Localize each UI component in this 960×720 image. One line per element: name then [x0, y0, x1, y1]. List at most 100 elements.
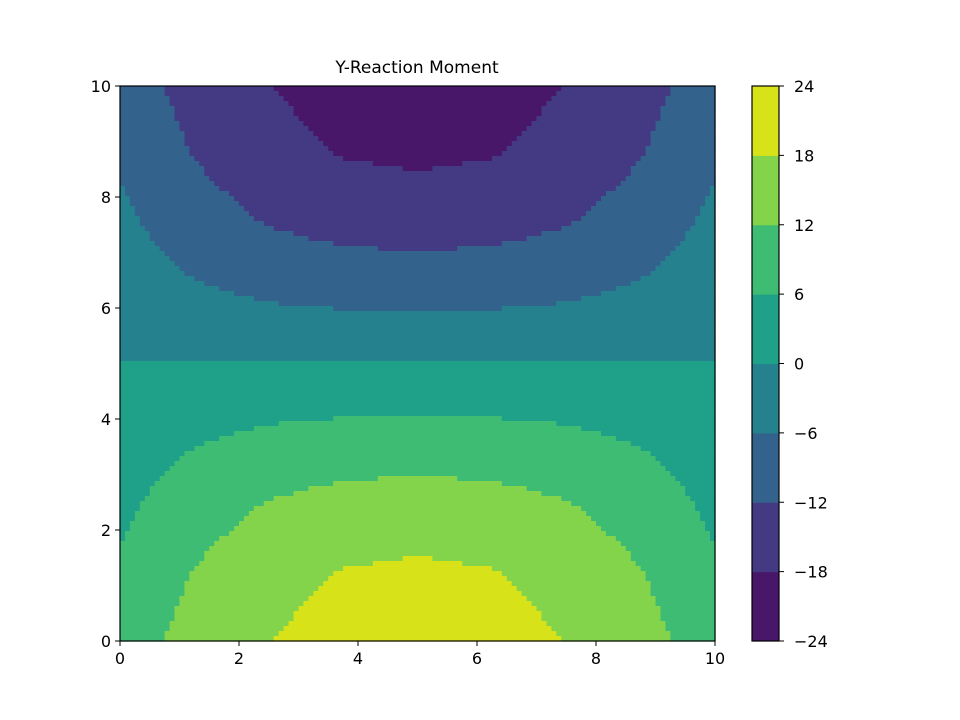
contour-band-cell — [695, 221, 716, 227]
contour-band-cell — [303, 601, 533, 607]
contour-band-cell — [670, 91, 716, 97]
contour-band-cell — [328, 576, 508, 582]
contour-band-cell — [179, 596, 310, 602]
contour-band-cell — [581, 506, 696, 512]
contour-band-cell — [204, 551, 632, 557]
contour-band-cell — [179, 121, 305, 127]
contour-band-cell — [372, 161, 463, 167]
contour-band-cell — [655, 596, 716, 602]
contour-band-cell — [660, 616, 716, 622]
contour-band-cell — [313, 131, 523, 137]
contour-band-cell — [377, 476, 458, 482]
contour-band-cell — [120, 181, 215, 187]
contour-band-cell — [710, 536, 716, 542]
contour-band-cell — [333, 571, 503, 577]
contour-band-cell — [615, 186, 711, 192]
contour-band-cell — [234, 431, 602, 437]
contour-band-cell — [516, 586, 652, 592]
contour-band-cell — [685, 491, 716, 497]
colorbar-segment — [752, 294, 779, 365]
contour-band-cell — [710, 531, 716, 537]
contour-band-cell — [650, 136, 716, 142]
contour-band-cell — [120, 481, 156, 487]
contour-band-cell — [159, 246, 379, 252]
contour-band-cell — [581, 426, 716, 432]
contour-band-cell — [660, 261, 716, 267]
contour-band-cell — [531, 121, 657, 127]
contour-band-cell — [278, 631, 557, 637]
colorbar-tick-label: 12 — [794, 216, 814, 235]
contour-band-cell — [120, 511, 136, 517]
contour-band-cell — [278, 91, 557, 97]
colorbar-tick-label: −12 — [794, 493, 828, 512]
contour-band-cell — [586, 211, 701, 217]
contour-band-cell — [159, 476, 379, 482]
contour-band-cell — [120, 461, 176, 467]
contour-band-cell — [591, 516, 701, 522]
contour-band-cell — [402, 166, 433, 172]
colorbar-segment — [752, 224, 779, 295]
contour-band-cell — [204, 556, 404, 562]
contour-band-cell — [536, 606, 662, 612]
x-tick-label: 6 — [472, 649, 482, 668]
contour-band-cell — [164, 631, 280, 637]
contour-band-cell — [219, 286, 617, 292]
contour-band-cell — [670, 636, 716, 642]
contour-band-cell — [120, 141, 186, 147]
contour-band-cell — [273, 86, 562, 92]
contour-band-cell — [120, 146, 191, 152]
contour-band-cell — [665, 101, 716, 107]
contour-band-cell — [551, 626, 667, 632]
contour-band-cell — [194, 446, 642, 452]
contour-band-cell — [124, 191, 230, 197]
contour-band-cell — [234, 291, 602, 297]
contour-band-cell — [556, 421, 716, 427]
contour-band-cell — [546, 621, 667, 627]
contour-band-cell — [189, 571, 334, 577]
contour-band-cell — [120, 496, 146, 502]
contour-band-cell — [120, 271, 186, 277]
contour-band-cell — [625, 546, 716, 552]
contour-band-cell — [174, 616, 295, 622]
contour-band-cell — [526, 126, 657, 132]
contour-band-cell — [179, 456, 657, 462]
contour-band-cell — [670, 86, 716, 92]
contour-band-cell — [615, 536, 711, 542]
contour-band-cell — [184, 581, 324, 587]
contour-band-cell — [120, 276, 195, 282]
contour-band-cell — [263, 221, 572, 227]
contour-band-cell — [640, 446, 716, 452]
contour-band-cell — [705, 526, 716, 532]
contour-band-cell — [120, 621, 171, 627]
contour-band-cell — [655, 456, 716, 462]
contour-band-cell — [120, 551, 205, 557]
contour-band-cell — [219, 186, 617, 192]
contour-band-cell — [640, 156, 716, 162]
contour-band-cell — [120, 91, 166, 97]
contour-band-cell — [685, 231, 716, 237]
x-tick-label: 2 — [234, 649, 244, 668]
contour-band-cell — [120, 391, 716, 397]
contour-band-cell — [690, 496, 716, 502]
contour-band-cell — [149, 486, 310, 492]
contour-band-cell — [308, 236, 528, 242]
contour-band-cell — [710, 191, 716, 197]
contour-band-cell — [184, 131, 314, 137]
y-tick-label: 2 — [101, 521, 111, 540]
contour-band-cell — [124, 186, 220, 192]
contour-band-cell — [556, 631, 671, 637]
contour-band-cell — [700, 516, 716, 522]
contour-band-cell — [253, 216, 582, 222]
contour-band-cell — [120, 561, 200, 567]
contour-band-cell — [120, 421, 280, 427]
contour-band-cell — [199, 161, 374, 167]
colorbar: −24 −18 −12 −6 0 6 12 18 24 — [751, 77, 828, 651]
contour-band-cell — [308, 486, 528, 492]
contour-band-cell — [491, 156, 642, 162]
contour-band-cell — [204, 281, 632, 287]
contour-band-cell — [204, 441, 632, 447]
contour-band-cell — [120, 186, 126, 192]
contour-band-cell — [120, 491, 151, 497]
contour-band-cell — [248, 511, 587, 517]
contour-band-cell — [120, 381, 716, 387]
